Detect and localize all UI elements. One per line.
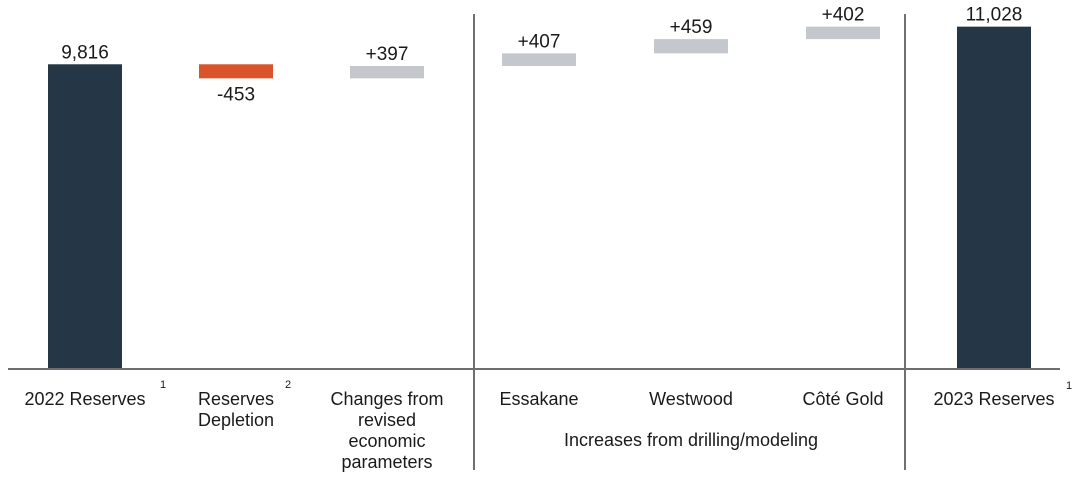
footnote-marker-2023-reserves: 1: [1066, 380, 1072, 392]
value-label-2022-reserves: 9,816: [61, 42, 109, 63]
category-label-essakane: Essakane: [499, 389, 578, 409]
group-label: Increases from drilling/modeling: [564, 430, 818, 450]
footnote-marker-2022-reserves: 1: [160, 379, 166, 391]
value-label-changes-from-revised-economic-parameters: +397: [366, 44, 409, 65]
value-label-c-t-gold: +402: [822, 5, 865, 26]
bar-c-t-gold: [806, 26, 880, 40]
category-labels-group: 2022 Reserves 1 Reserves Depletion 2 Changes …: [24, 379, 1072, 472]
bars-group: [48, 26, 1031, 369]
category-label-reserves-depletion: Reserves Depletion: [198, 389, 274, 430]
value-labels-group: 9,816 -453 +397 +407 +459 +402 11,028: [61, 5, 1022, 106]
bar-2022-reserves: [48, 64, 122, 369]
bar-changes-from-revised-economic-parameters: [350, 66, 424, 79]
bar-reserves-depletion: [199, 64, 273, 79]
category-label-changes-from-revised-economic-parameters: Changes from revised economic parameters: [330, 389, 443, 472]
value-label-essakane: +407: [518, 31, 561, 52]
bar-essakane: [502, 53, 576, 67]
value-label-westwood: +459: [670, 17, 713, 38]
bar-westwood: [654, 39, 728, 54]
category-label-c-t-gold: Côté Gold: [802, 389, 883, 409]
category-label-2022-reserves: 2022 Reserves: [24, 389, 145, 409]
category-label-2023-reserves: 2023 Reserves: [933, 389, 1054, 409]
category-label-westwood: Westwood: [649, 389, 733, 409]
value-label-reserves-depletion: -453: [217, 84, 255, 105]
bar-2023-reserves: [957, 26, 1031, 369]
footnote-marker-reserves-depletion: 2: [285, 379, 291, 391]
value-label-2023-reserves: 11,028: [966, 5, 1023, 26]
